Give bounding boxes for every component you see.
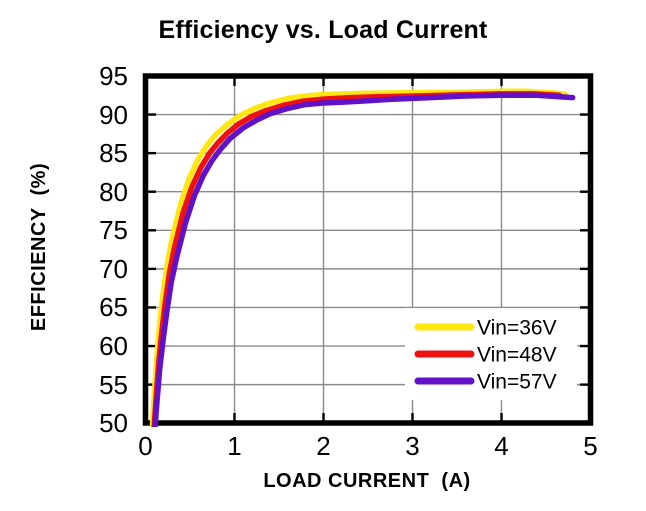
series-curves [149,88,576,427]
axis-ticks [148,78,588,421]
x-tick-label-2: 2 [316,431,331,461]
x-tick-label-4: 4 [494,431,509,461]
y-tick-label-95: 95 [99,60,128,91]
legend-label-0: Vin=36V [477,317,557,340]
y-tick-label-80: 80 [99,176,128,207]
y-tick-label-50: 50 [99,408,128,439]
y-tick-label-85: 85 [99,138,128,169]
x-axis-title: LOAD CURRENT (A) [263,470,471,492]
y-tick-label-65: 65 [99,292,128,323]
y-tick-label-70: 70 [99,253,128,284]
legend-label-2: Vin=57V [477,371,557,394]
series-line-vin-57v [152,92,576,427]
legend: Vin=36V Vin=48V Vin=57V [405,308,577,400]
x-tick-label-5: 5 [583,431,598,461]
y-tick-label-90: 90 [99,99,128,130]
plot-frame [142,73,594,426]
y-tick-label-55: 55 [99,369,128,400]
x-tick-label-3: 3 [405,431,420,461]
chart-title: Efficiency vs. Load Current [158,16,488,44]
y-tick-label-75: 75 [99,215,128,246]
x-tick-label-0: 0 [138,431,153,461]
series-line-vin-36v [149,88,569,427]
y-tick-label-60: 60 [99,331,128,362]
legend-label-1: Vin=48V [477,344,557,367]
x-tick-label-1: 1 [227,431,242,461]
